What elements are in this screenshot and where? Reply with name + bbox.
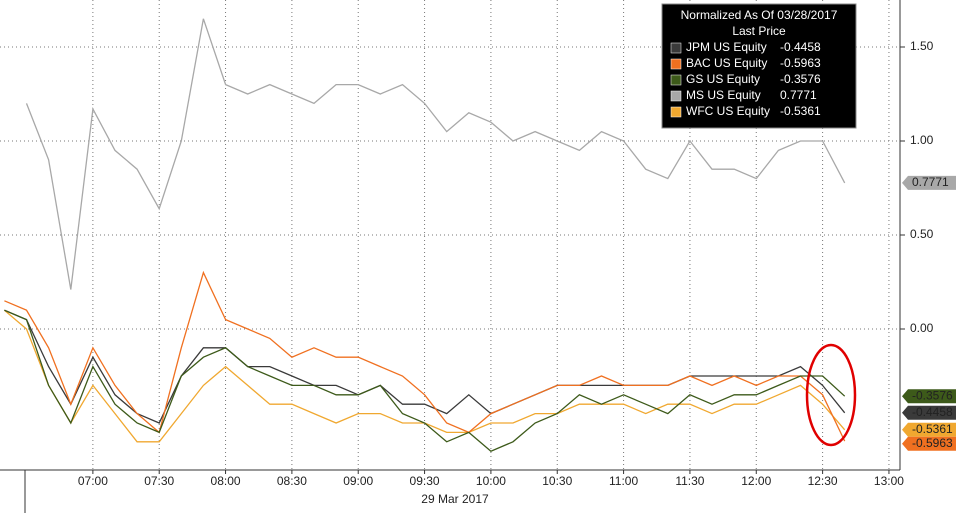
last-value-tag	[902, 175, 956, 190]
legend-swatch	[670, 106, 682, 118]
legend-label: WFC US Equity	[686, 104, 770, 118]
legend-value: -0.3576	[780, 72, 821, 86]
x-tick-label: 07:30	[144, 474, 174, 488]
legend-label: BAC US Equity	[686, 56, 767, 70]
x-tick-label: 10:00	[476, 474, 506, 488]
y-tick-label: 1.50	[910, 39, 934, 53]
x-tick-label: 07:00	[78, 474, 108, 488]
legend-subtitle: Last Price	[732, 24, 786, 38]
highlight-circle	[805, 343, 857, 447]
x-tick-label: 11:30	[675, 474, 704, 488]
series-line	[4, 309, 846, 424]
y-tick-label: 0.50	[910, 227, 934, 241]
legend: Normalized As Of 03/28/2017 Last Price J…	[661, 3, 857, 129]
x-tick-label: 13:00	[874, 474, 904, 488]
legend-swatch	[670, 42, 682, 54]
legend-swatch	[670, 58, 682, 70]
x-tick-label: 09:00	[343, 474, 373, 488]
last-value-tag	[902, 436, 956, 451]
last-value-tag	[902, 405, 956, 420]
x-tick-label: 10:30	[542, 474, 572, 488]
x-tick-label: 12:00	[741, 474, 771, 488]
legend-label: JPM US Equity	[686, 40, 767, 54]
legend-title: Normalized As Of 03/28/2017	[681, 8, 838, 22]
y-tick-label: 1.00	[910, 133, 934, 147]
x-tick-label: 08:00	[211, 474, 241, 488]
legend-label: GS US Equity	[686, 72, 760, 86]
last-value-tag	[902, 422, 956, 437]
last-value-label: -0.4458	[912, 405, 953, 419]
series-line	[25, 18, 846, 290]
last-value-label: -0.5963	[912, 436, 953, 450]
last-value-tag	[902, 389, 956, 404]
x-tick-label: 08:30	[277, 474, 307, 488]
legend-label: MS US Equity	[686, 88, 761, 102]
legend-value: 0.7771	[780, 88, 817, 102]
last-value-label: -0.5361	[912, 422, 953, 436]
legend-swatch	[670, 90, 682, 102]
x-tick-label: 09:30	[410, 474, 440, 488]
last-value-label: -0.3576	[912, 388, 953, 402]
x-tick-label: 11:00	[609, 474, 638, 488]
x-axis-label: 29 Mar 2017	[421, 492, 489, 506]
x-tick-label: 12:30	[808, 474, 838, 488]
y-tick-label: 0.00	[910, 321, 934, 335]
series-line	[4, 309, 846, 452]
plot-area: 0.00 0.50 1.00 1.50 07:00 07:30 08:00 08:30 09:0…	[0, 0, 956, 488]
series-line	[4, 270, 846, 442]
legend-value: -0.5963	[780, 56, 821, 70]
legend-value: -0.5361	[780, 104, 821, 118]
last-value-label: 0.7771	[912, 175, 949, 189]
legend-box	[661, 3, 857, 129]
legend-value: -0.4458	[780, 40, 821, 54]
legend-swatch	[670, 74, 682, 86]
